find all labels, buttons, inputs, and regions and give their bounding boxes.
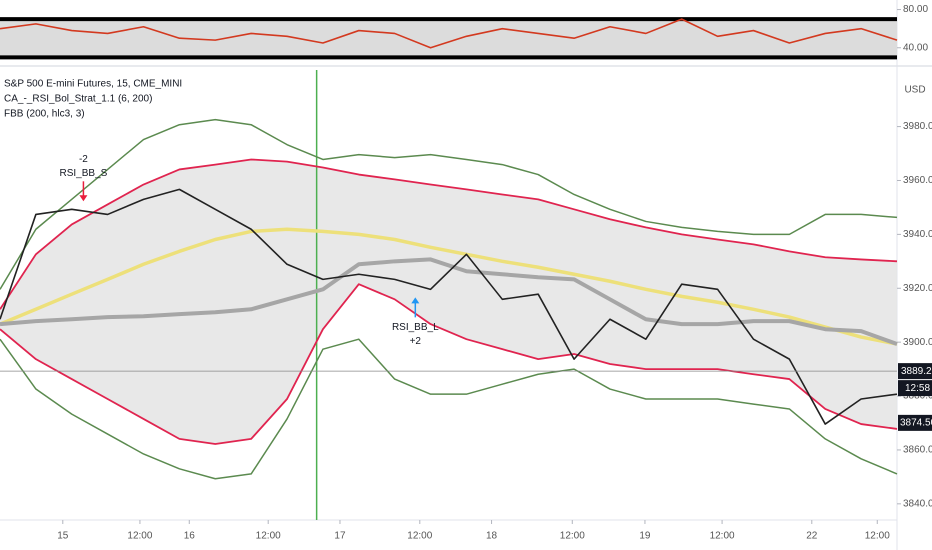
signal-label: RSI_BB_S	[60, 168, 108, 179]
x-tick-label: 19	[639, 531, 651, 542]
y-tick-label: 3880.00	[903, 391, 932, 402]
countdown: 12:58	[905, 383, 930, 394]
y-tick-label: 3960.00	[903, 175, 932, 186]
y-tick-label: 3940.00	[903, 229, 932, 240]
series-line	[0, 158, 898, 310]
signal-qty: -2	[79, 154, 88, 165]
last-price-box	[898, 363, 932, 380]
series-line	[0, 18, 898, 49]
x-tick-label: 15	[57, 531, 69, 542]
y-tick-label: 3900.00	[903, 337, 932, 348]
y-tick-label: 3980.00	[903, 121, 932, 132]
series-line	[0, 338, 898, 480]
band-fill	[0, 159, 897, 445]
series-line	[0, 188, 898, 425]
series-line	[0, 227, 898, 346]
currency-label: USD	[904, 85, 925, 96]
x-tick-label: 12:00	[560, 531, 585, 542]
x-tick-label: 12:00	[865, 531, 890, 542]
last-price-label: 3889.25	[901, 366, 932, 377]
level-band	[0, 19, 897, 58]
signal-qty: +2	[410, 336, 422, 347]
x-tick-label: 12:00	[407, 531, 432, 542]
signal-label: RSI_BB_L	[392, 322, 439, 333]
y-tick-label: 3860.00	[903, 445, 932, 456]
countdown-box	[898, 380, 932, 397]
series-line	[0, 283, 898, 445]
legend-line: S&P 500 E-mini Futures, 15, CME_MINI	[4, 79, 182, 90]
x-tick-label: 18	[486, 531, 498, 542]
price-label: 3874.50	[900, 418, 932, 429]
x-tick-label: 12:00	[256, 531, 281, 542]
y-tick-label: 80.00	[903, 4, 928, 15]
x-tick-label: 12:00	[127, 531, 152, 542]
legend-line: CA_-_RSI_Bol_Strat_1.1 (6, 200)	[4, 94, 152, 105]
y-tick-label: 3840.00	[903, 498, 932, 509]
series-line	[0, 118, 898, 290]
x-tick-label: 16	[184, 531, 196, 542]
x-tick-label: 12:00	[710, 531, 735, 542]
x-tick-label: 17	[334, 531, 346, 542]
y-tick-label: 3920.00	[903, 283, 932, 294]
signal-arrowhead	[411, 297, 420, 304]
signal-arrowhead	[79, 195, 88, 202]
price-box	[898, 414, 932, 431]
x-tick-label: 22	[806, 531, 818, 542]
legend-line: FBB (200, hlc3, 3)	[4, 109, 85, 120]
y-tick-label: 40.00	[903, 42, 928, 53]
series-line	[0, 257, 898, 346]
